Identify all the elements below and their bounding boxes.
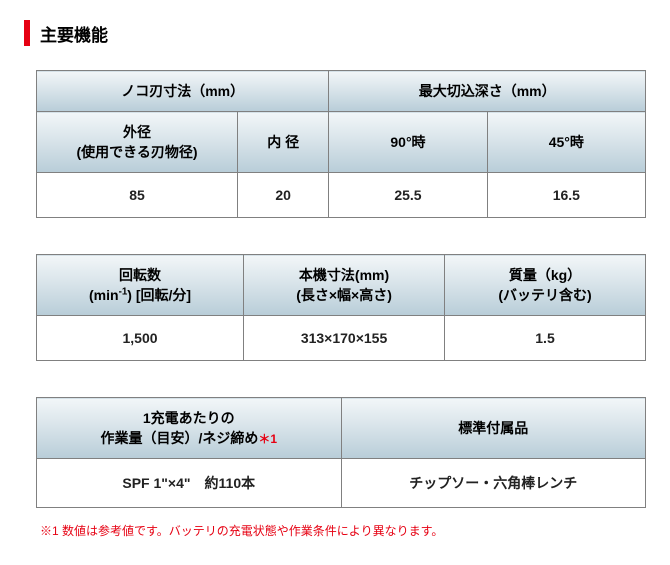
heading-accent-bar <box>24 20 30 46</box>
th-outer-diameter: 外径 (使用できる刃物径) <box>37 112 238 173</box>
td-mass: 1.5 <box>445 316 646 361</box>
spec-table-3: 1充電あたりの 作業量（目安）/ネジ締め＊1 標準付属品 SPF 1"×4" 約… <box>36 397 646 508</box>
td-work-per-charge: SPF 1"×4" 約110本 <box>37 459 342 508</box>
th-standard-accessories: 標準付属品 <box>341 398 646 459</box>
section-heading: 主要機能 <box>24 20 646 46</box>
td-rpm: 1,500 <box>37 316 244 361</box>
footnote-marker: ＊1 <box>258 432 277 446</box>
th-90deg: 90°時 <box>329 112 487 173</box>
td-standard-accessories: チップソー・六角棒レンチ <box>341 459 646 508</box>
footnote-text: ※1 数値は参考値です。バッテリの充電状態や作業条件により異なります。 <box>40 522 646 539</box>
td-90deg: 25.5 <box>329 173 487 218</box>
th-max-cut-depth: 最大切込深さ（mm） <box>329 71 646 112</box>
td-outer-diameter: 85 <box>37 173 238 218</box>
th-machine-size: 本機寸法(mm) (長さ×幅×高さ) <box>244 255 445 316</box>
th-work-per-charge: 1充電あたりの 作業量（目安）/ネジ締め＊1 <box>37 398 342 459</box>
td-45deg: 16.5 <box>487 173 645 218</box>
td-inner-diameter: 20 <box>237 173 328 218</box>
th-rpm: 回転数 (min-1) [回転/分] <box>37 255 244 316</box>
th-45deg: 45°時 <box>487 112 645 173</box>
spec-table-2: 回転数 (min-1) [回転/分] 本機寸法(mm) (長さ×幅×高さ) 質量… <box>36 254 646 361</box>
th-inner-diameter: 内 径 <box>237 112 328 173</box>
td-machine-size: 313×170×155 <box>244 316 445 361</box>
heading-text: 主要機能 <box>40 21 108 46</box>
spec-table-1: ノコ刃寸法（mm） 最大切込深さ（mm） 外径 (使用できる刃物径) 内 径 9… <box>36 70 646 218</box>
th-blade-dimensions: ノコ刃寸法（mm） <box>37 71 329 112</box>
th-mass: 質量（kg） (バッテリ含む) <box>445 255 646 316</box>
